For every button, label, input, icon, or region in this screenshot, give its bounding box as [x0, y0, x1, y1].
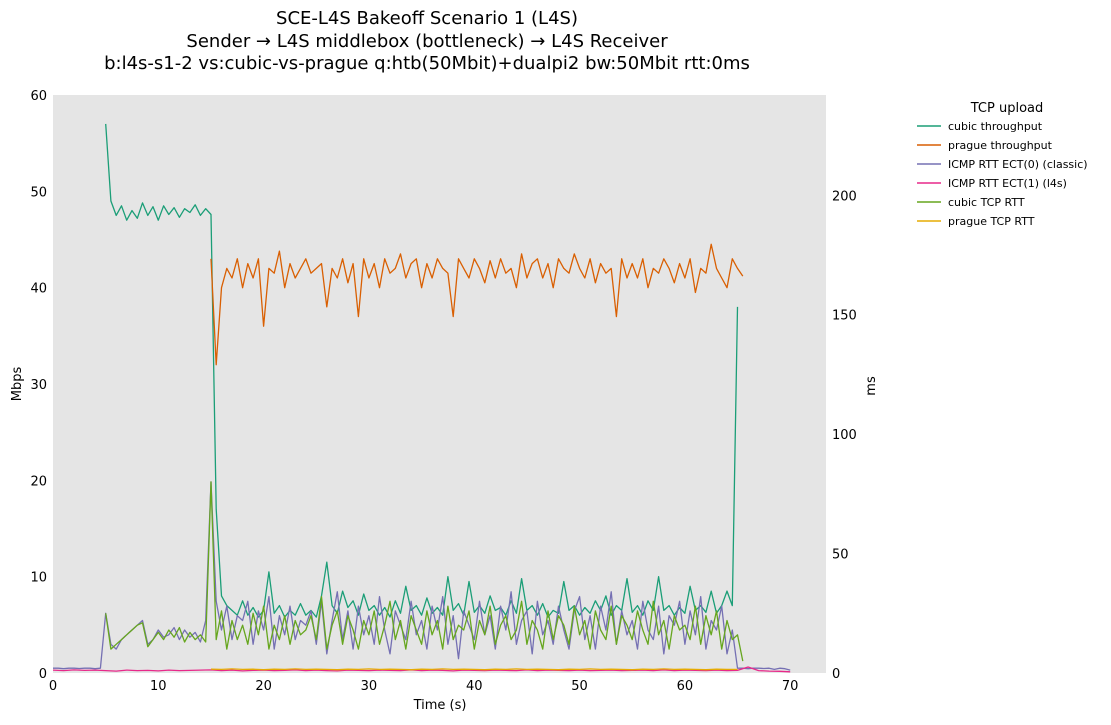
- x-tick-label: 60: [677, 679, 694, 694]
- legend-item: prague throughput: [917, 139, 1053, 152]
- x-tick-label: 50: [571, 679, 588, 694]
- series-line-prague-throughput: [210, 243, 744, 366]
- plot-area: [53, 95, 826, 673]
- y2-tick-label: 200: [832, 189, 857, 204]
- series-line-cubic-tcp-rtt: [105, 481, 744, 662]
- series-line-icmp-rtt-ect-1-l4s: [52, 666, 791, 673]
- legend-label: prague throughput: [948, 139, 1053, 152]
- y-tick-label: 0: [39, 667, 47, 682]
- series-line-cubic-throughput: [105, 123, 739, 618]
- y-tick-label: 40: [30, 282, 47, 297]
- y-tick-label: 50: [30, 185, 47, 200]
- series-line-icmp-rtt-ect-0-classic: [53, 481, 791, 671]
- y-tick-label: 30: [30, 378, 47, 393]
- legend-item: cubic TCP RTT: [917, 196, 1025, 209]
- chart-title-line-1: SCE-L4S Bakeoff Scenario 1 (L4S): [276, 8, 578, 29]
- legend-item: ICMP RTT ECT(1) (l4s): [917, 177, 1067, 190]
- x-tick-label: 70: [782, 679, 799, 694]
- y-axis-label: Mbps: [10, 367, 25, 402]
- x-tick-label: 40: [466, 679, 483, 694]
- y-tick-label: 60: [30, 89, 47, 104]
- x-axis-label: Time (s): [413, 698, 467, 713]
- y2-tick-label: 50: [832, 548, 849, 563]
- y2-tick-label: 150: [832, 309, 857, 324]
- y-tick-label: 20: [30, 474, 47, 489]
- series-line-prague-tcp-rtt: [210, 668, 738, 671]
- y-tick-label: 10: [30, 571, 47, 586]
- chart-title-line-3: b:l4s-s1-2 vs:cubic-vs-prague q:htb(50Mb…: [104, 53, 750, 74]
- series-layer: [52, 123, 791, 673]
- legend-label: ICMP RTT ECT(1) (l4s): [948, 177, 1067, 190]
- x-tick-label: 30: [361, 679, 378, 694]
- chart-title-line-2: Sender → L4S middlebox (bottleneck) → L4…: [186, 31, 668, 52]
- x-tick-label: 10: [150, 679, 167, 694]
- y2-tick-label: 0: [832, 667, 840, 682]
- y2-tick-label: 100: [832, 428, 857, 443]
- x-tick-label: 20: [255, 679, 272, 694]
- legend: TCP upload cubic throughput prague throug…: [917, 101, 1088, 228]
- x-tick-label: 0: [49, 679, 57, 694]
- legend-title: TCP upload: [970, 101, 1044, 116]
- legend-label: cubic throughput: [948, 120, 1043, 133]
- legend-label: ICMP RTT ECT(0) (classic): [948, 158, 1088, 171]
- legend-label: prague TCP RTT: [948, 215, 1035, 228]
- y2-axis-label: ms: [864, 376, 879, 396]
- ticks-layer: 0 10 20 30 40 50 60 70 0 10 20 30 40 50 60 0 50 100 150 200: [30, 89, 856, 694]
- legend-label: cubic TCP RTT: [948, 196, 1025, 209]
- legend-item: ICMP RTT ECT(0) (classic): [917, 158, 1088, 171]
- legend-item: prague TCP RTT: [917, 215, 1035, 228]
- legend-item: cubic throughput: [917, 120, 1043, 133]
